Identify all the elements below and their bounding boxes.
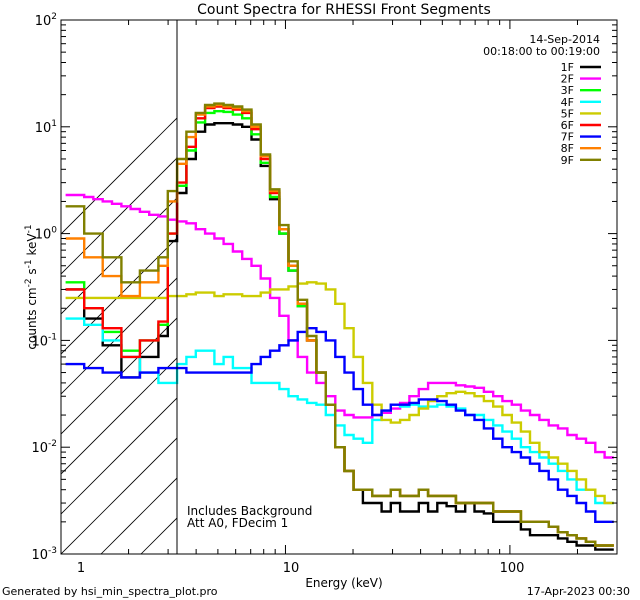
series-line-3F (65, 110, 614, 547)
y-tick-label: 10-1 (31, 332, 57, 349)
annotation-background: Includes Background (187, 504, 312, 518)
hatch-line (61, 277, 177, 395)
hatch-line (61, 357, 177, 475)
legend-label-2F: 2F (561, 73, 574, 86)
hatch-line (61, 117, 177, 235)
hatch-line (61, 437, 177, 554)
x-axis-label: Energy (keV) (305, 576, 382, 590)
hatch-line (61, 237, 177, 355)
series-line-5F (65, 281, 614, 505)
legend-label-9F: 9F (561, 154, 574, 167)
hatch-line (541, 20, 640, 554)
y-tick-label: 102 (35, 12, 57, 29)
hatch-line (61, 157, 177, 275)
footer-generated-by: Generated by hsi_min_spectra_plot.pro (2, 585, 218, 598)
y-tick-label: 100 (35, 226, 58, 243)
hatch-line (61, 317, 177, 435)
hatch-line (621, 20, 640, 554)
series-line-9F (65, 102, 614, 547)
y-tick-label: 10-2 (31, 439, 57, 456)
hatch-line (61, 197, 177, 315)
legend-label-8F: 8F (561, 142, 574, 155)
annotation-attenuator: Att A0, FDecim 1 (187, 516, 288, 530)
hatch-line (261, 20, 640, 554)
legend-label-4F: 4F (561, 96, 574, 109)
plot-frame (60, 19, 618, 555)
series-line-2F (65, 193, 614, 459)
time-range-label: 00:18:00 to 00:19:00 (483, 45, 600, 58)
series-line-8F (65, 103, 614, 547)
x-tick-label: 100 (500, 561, 525, 576)
x-tick-label: 10 (283, 561, 300, 576)
y-tick-label: 10-3 (31, 546, 57, 563)
hatch-line (61, 397, 177, 515)
hatch-line (301, 20, 640, 554)
axis-ticks (60, 19, 618, 555)
hatch-line (581, 20, 640, 554)
series-line-7F (65, 327, 614, 523)
y-tick-label: 101 (35, 119, 57, 136)
y-tick-labels: 10-3 10-2 10-1 100 101 102 (31, 12, 57, 563)
legend-label-5F: 5F (561, 107, 574, 120)
legend-label-7F: 7F (561, 131, 574, 144)
series-line-6F (65, 105, 614, 547)
footer-timestamp: 17-Apr-2023 00:30 (527, 585, 630, 598)
hatch-line (100, 477, 177, 554)
hatch-line (381, 20, 640, 554)
y-axis-label: counts cm-2 s-1 keV-1 (24, 224, 39, 349)
hatch-line (421, 20, 640, 554)
series-layer (65, 102, 614, 551)
hatch-line (461, 20, 640, 554)
legend-label-6F: 6F (561, 119, 574, 132)
legend-label-3F: 3F (561, 84, 574, 97)
legend-label-1F: 1F (561, 61, 574, 74)
x-tick-label: 1 (77, 561, 85, 576)
chart-title: Count Spectra for RHESSI Front Segments (197, 2, 491, 18)
date-label: 14-Sep-2014 (529, 33, 600, 46)
hatched-region (61, 20, 640, 554)
hatch-line (341, 20, 640, 554)
